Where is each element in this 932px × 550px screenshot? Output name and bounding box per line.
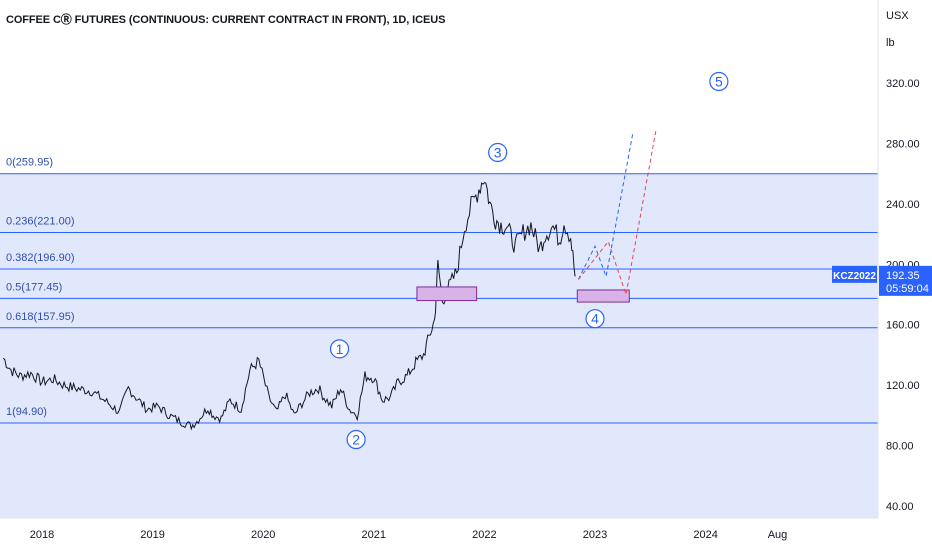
target-zone-box[interactable] — [416, 286, 478, 302]
wave-label-circle[interactable] — [329, 339, 350, 359]
price-tick: 40.00 — [886, 501, 914, 513]
time-tick: 2021 — [362, 529, 386, 541]
price-tag-countdown: 05:59:04 — [886, 283, 929, 295]
projection-path[interactable] — [578, 131, 657, 295]
wave-label: 1 — [336, 341, 344, 357]
fib-label: 0.618(157.95) — [6, 311, 75, 323]
price-tick: 280.00 — [886, 138, 920, 150]
price-tick: 320.00 — [886, 78, 920, 90]
price-unit-top: USX — [886, 10, 909, 22]
fib-band — [0, 173, 878, 519]
wave-label: 2 — [352, 432, 360, 448]
price-tick: 120.00 — [886, 380, 920, 392]
fib-label: 0.382(196.90) — [6, 252, 75, 264]
wave-label: 4 — [591, 311, 599, 327]
wave-labels: 1 2 3 4 5 — [329, 71, 729, 450]
time-tick: Aug — [768, 529, 788, 541]
fib-label: 0(259.95) — [6, 157, 53, 169]
time-tick: 2020 — [251, 529, 275, 541]
price-unit-bottom: lb — [886, 37, 895, 49]
chart-title: COFFEE CⓇ FUTURES (CONTINUOUS: CURRENT C… — [6, 14, 446, 26]
time-tick: 2019 — [140, 529, 164, 541]
symbol-tag-label: KCZ2022 — [833, 271, 876, 282]
symbol-tag[interactable] — [832, 265, 877, 283]
target-zones — [416, 286, 630, 303]
price-line — [2, 182, 576, 431]
price-tag-value: 192.35 — [886, 270, 920, 282]
projection-path[interactable] — [577, 134, 634, 280]
fib-label: 0.5(177.45) — [6, 281, 62, 293]
wave-label: 5 — [715, 73, 723, 89]
fib-bands — [0, 173, 878, 519]
time-tick: 2022 — [472, 529, 496, 541]
price-series — [2, 182, 576, 431]
time-tick: 2024 — [693, 529, 717, 541]
time-axis-bg — [0, 518, 878, 550]
wave-label-circle[interactable] — [346, 429, 366, 450]
time-tick: 2023 — [583, 529, 607, 541]
projection-paths — [577, 131, 657, 295]
wave-label-circle[interactable] — [585, 309, 605, 329]
price-tick: 240.00 — [886, 199, 920, 211]
price-tick: 160.00 — [886, 320, 920, 332]
fib-label: 0.236(221.00) — [6, 216, 75, 228]
fib-label: 1(94.90) — [6, 406, 47, 418]
target-zone-box[interactable] — [576, 289, 630, 303]
wave-label-circle[interactable] — [488, 142, 508, 163]
time-axis: 2018 2019 2020 2021 2022 2023 2024 Aug — [0, 517, 878, 550]
time-tick: 2018 — [30, 529, 54, 541]
price-tick: 80.00 — [886, 441, 914, 453]
wave-label-circle[interactable] — [709, 71, 729, 92]
price-tag-box — [879, 265, 932, 296]
wave-label: 3 — [494, 144, 502, 160]
